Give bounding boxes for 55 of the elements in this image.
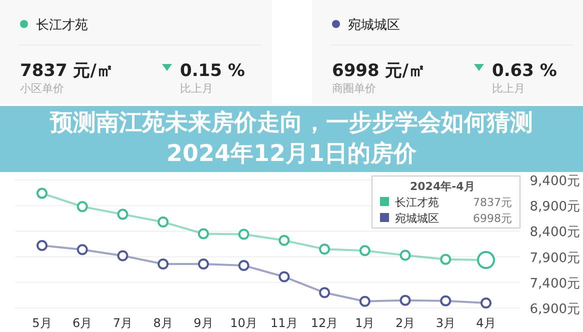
point [198,228,209,240]
x-tick-label: 10月 [230,316,258,330]
text: 比上月 [492,82,525,95]
x-tick-label: 12月 [310,316,338,330]
y-tick-label: 6,900元 [530,302,580,317]
x-tick-label: 7月 [112,316,133,330]
legend-label: 长江才苑 [395,196,439,209]
chart-title: 预测南江苑未来房价走向，一步步学会如何猜测2024年12月1日的房价 [48,109,534,169]
point [158,216,169,228]
annotation: 7837元 [473,196,512,209]
x-tick-label: 11月 [270,316,298,330]
point [158,258,169,270]
y-tick-label: 8,400元 [530,225,580,240]
annotation: 2024年-4月 [410,180,475,193]
point [117,250,128,262]
point [76,244,88,256]
text: 0.63 % [492,61,557,81]
x-tick-label: 6月 [72,316,92,330]
legend-label: 宛城城区 [395,212,439,225]
point [400,250,411,261]
point [319,244,330,255]
annotation: 6998元 [473,212,512,225]
point [440,254,452,265]
y-tick-label: 7,400元 [530,276,580,292]
text: 小区单价 [20,82,64,95]
x-tick-label: 9月 [194,316,214,330]
point [36,188,48,199]
y-tick-label: 7,900元 [530,250,580,266]
point [480,297,492,308]
text: 7837 元/㎡ [20,61,114,81]
y-tick-label: 9,400元 [530,174,580,189]
text: 6998 元/㎡ [332,61,426,81]
x-tick-label: 5月 [32,316,52,330]
text: 比上月 [180,82,213,95]
x-tick-label: 3月 [436,316,456,330]
point [278,234,290,246]
point [440,295,452,306]
point [359,296,370,307]
x-tick-label: 1月 [355,316,375,330]
text: 0.15 % [180,61,245,81]
point [36,240,48,252]
point [278,271,290,282]
point [198,258,209,270]
x-tick-label: 8月 [153,316,173,330]
x-tick-label: 4月 [476,316,496,330]
text: 商圈单价 [332,82,376,95]
point [359,245,370,256]
point [238,260,250,272]
point [117,208,128,220]
point [76,201,88,212]
y-tick-label: 8,900元 [530,200,580,215]
point [238,228,250,240]
x-tick-label: 2月 [395,316,416,330]
point [400,294,411,306]
point [319,287,330,298]
